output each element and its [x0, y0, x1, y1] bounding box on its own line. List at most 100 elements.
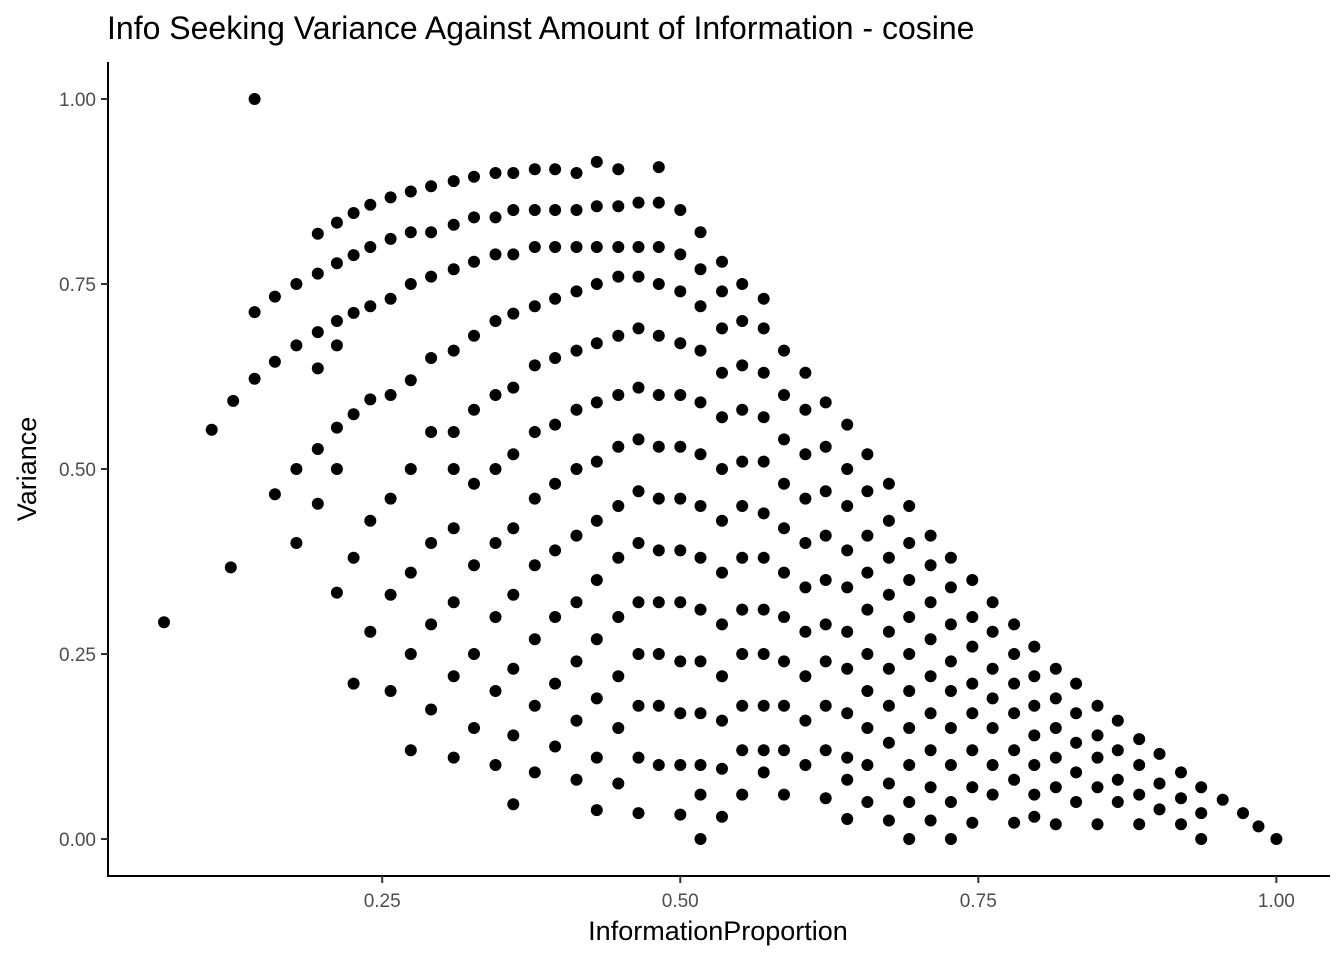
x-axis-ticks: 0.25 0.50 0.75 1.00 [364, 876, 1295, 912]
data-point [986, 788, 999, 801]
data-point [590, 337, 603, 350]
data-point [778, 477, 790, 490]
y-tick-label: 1.00 [59, 90, 96, 111]
data-point [944, 759, 957, 771]
data-point [384, 191, 397, 204]
data-point [778, 655, 790, 668]
data-point [924, 781, 937, 794]
data-point [819, 485, 832, 498]
data-point [1070, 766, 1083, 779]
data-point [716, 411, 728, 424]
data-point [364, 625, 377, 638]
data-point [757, 507, 770, 520]
data-point [404, 463, 417, 475]
data-point [528, 633, 541, 646]
data-point [1091, 729, 1104, 742]
data-point [903, 796, 916, 808]
data-point [347, 551, 360, 564]
data-point [632, 241, 645, 253]
data-point [736, 500, 749, 512]
data-point [549, 163, 562, 176]
data-point [468, 559, 480, 572]
data-point [799, 625, 812, 638]
data-point [861, 685, 874, 697]
data-point [716, 463, 728, 475]
data-point [652, 492, 665, 505]
data-point [966, 677, 979, 690]
data-point [468, 477, 480, 490]
data-point [1153, 747, 1166, 760]
data-point [447, 218, 460, 231]
data-point [778, 389, 790, 401]
data-point [674, 248, 687, 261]
data-point [903, 500, 916, 512]
data-point [1175, 766, 1187, 779]
data-point [468, 329, 480, 342]
data-point [528, 492, 541, 505]
data-point [652, 389, 665, 401]
data-point [1195, 781, 1208, 794]
data-point [986, 596, 999, 609]
data-point [384, 232, 397, 245]
data-point [757, 455, 770, 468]
data-point [1028, 640, 1041, 653]
data-point [570, 596, 583, 609]
data-point [861, 529, 874, 542]
data-point [1049, 751, 1062, 764]
data-point [778, 744, 790, 757]
data-point [528, 766, 541, 779]
data-point [612, 670, 625, 683]
data-point [1008, 773, 1021, 786]
data-point [1133, 733, 1146, 746]
data-point [425, 352, 438, 364]
data-point [570, 204, 583, 216]
data-point [674, 808, 687, 821]
data-point [404, 185, 417, 198]
data-point [590, 155, 603, 168]
data-point [489, 248, 502, 261]
data-point [674, 655, 687, 668]
data-point [799, 537, 812, 549]
data-point [841, 463, 854, 475]
data-point [632, 699, 645, 712]
data-point [489, 759, 502, 771]
data-point [311, 497, 324, 510]
data-point [612, 500, 625, 512]
data-point [841, 773, 854, 786]
data-point [841, 581, 854, 594]
data-point [882, 551, 895, 564]
data-point [1133, 818, 1146, 831]
data-point [468, 170, 480, 183]
data-point [986, 692, 999, 705]
data-point [903, 685, 916, 697]
data-point [549, 740, 562, 753]
data-point [652, 241, 665, 253]
data-point [632, 381, 645, 394]
data-point [1049, 818, 1062, 831]
x-tick-label: 0.50 [662, 891, 699, 912]
data-point [1111, 744, 1124, 757]
data-point [694, 788, 707, 801]
data-point [778, 433, 790, 446]
data-point [549, 352, 562, 364]
data-point [819, 396, 832, 409]
data-point [632, 322, 645, 335]
data-point [364, 393, 377, 406]
data-point [778, 566, 790, 579]
data-point [507, 248, 520, 261]
data-point [1028, 670, 1041, 683]
data-point [590, 200, 603, 213]
data-point [986, 662, 999, 675]
data-point [425, 537, 438, 549]
data-point [447, 175, 460, 188]
data-point [425, 226, 438, 239]
data-point [632, 270, 645, 283]
data-point [570, 344, 583, 357]
data-point [384, 389, 397, 401]
data-point [694, 226, 707, 239]
data-point [570, 167, 583, 179]
data-point [652, 759, 665, 771]
data-point [944, 722, 957, 734]
data-point [384, 492, 397, 505]
data-point [819, 440, 832, 453]
